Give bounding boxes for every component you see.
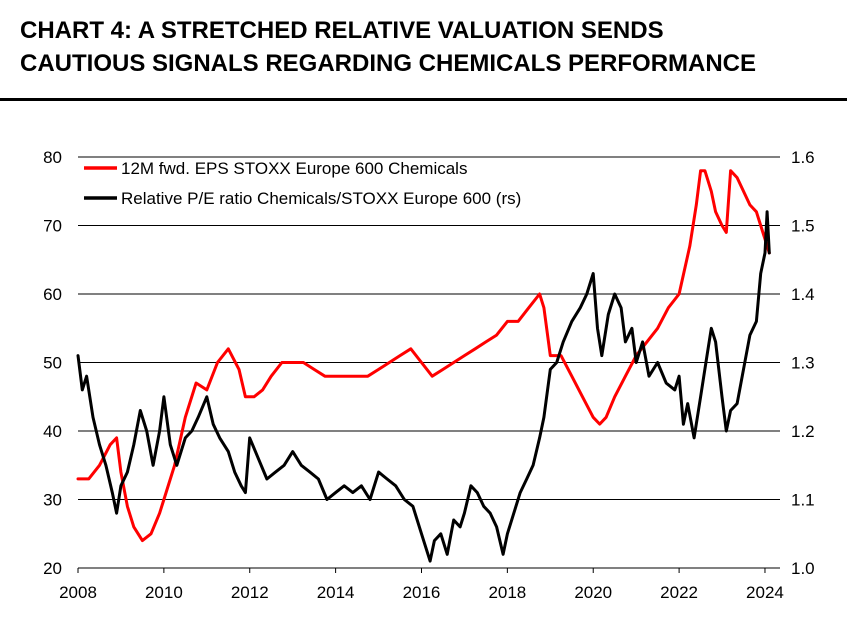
title-divider <box>0 98 847 101</box>
chart-title-line-1: CHART 4: A STRETCHED RELATIVE VALUATION … <box>20 17 664 44</box>
y-tick-left-80: 80 <box>43 148 62 167</box>
x-tick-2014: 2014 <box>317 583 355 602</box>
y-tick-right-1.5: 1.5 <box>791 217 815 236</box>
x-axis: 2008 2010 2012 2014 2016 2018 2020 2022 2024 <box>59 568 784 602</box>
y-tick-left-70: 70 <box>43 217 62 236</box>
y-tick-left-50: 50 <box>43 354 62 373</box>
x-tick-2022: 2022 <box>660 583 698 602</box>
legend-label-eps: 12M fwd. EPS STOXX Europe 600 Chemicals <box>121 159 467 178</box>
series-line-relative-pe <box>76 210 771 563</box>
y-axis-right: 1.0 1.1 1.2 1.3 1.4 1.5 1.6 <box>791 148 815 578</box>
series-layer <box>76 169 771 563</box>
y-tick-right-1.4: 1.4 <box>791 285 815 304</box>
chart-title: CHART 4: A STRETCHED RELATIVE VALUATION … <box>20 14 840 80</box>
y-tick-right-1.3: 1.3 <box>791 354 815 373</box>
x-tick-2010: 2010 <box>145 583 183 602</box>
x-tick-2018: 2018 <box>488 583 526 602</box>
x-tick-2024: 2024 <box>746 583 784 602</box>
chart-title-line-2: CAUTIOUS SIGNALS REGARDING CHEMICALS PER… <box>20 50 757 77</box>
y-tick-right-1.0: 1.0 <box>791 559 815 578</box>
y-tick-left-30: 30 <box>43 491 62 510</box>
x-tick-2020: 2020 <box>574 583 612 602</box>
y-tick-left-40: 40 <box>43 422 62 441</box>
y-tick-right-1.6: 1.6 <box>791 148 815 167</box>
y-tick-left-20: 20 <box>43 559 62 578</box>
legend-label-pe: Relative P/E ratio Chemicals/STOXX Europ… <box>121 189 521 208</box>
y-tick-left-60: 60 <box>43 285 62 304</box>
x-tick-2012: 2012 <box>231 583 269 602</box>
gridlines <box>78 156 780 569</box>
y-tick-right-1.2: 1.2 <box>791 422 815 441</box>
legend: 12M fwd. EPS STOXX Europe 600 Chemicals … <box>84 159 521 208</box>
y-tick-right-1.1: 1.1 <box>791 491 815 510</box>
x-tick-2008: 2008 <box>59 583 97 602</box>
y-axis-left: 20 30 40 50 60 70 80 <box>43 148 62 578</box>
x-tick-2016: 2016 <box>403 583 441 602</box>
series-line-eps <box>76 169 771 543</box>
